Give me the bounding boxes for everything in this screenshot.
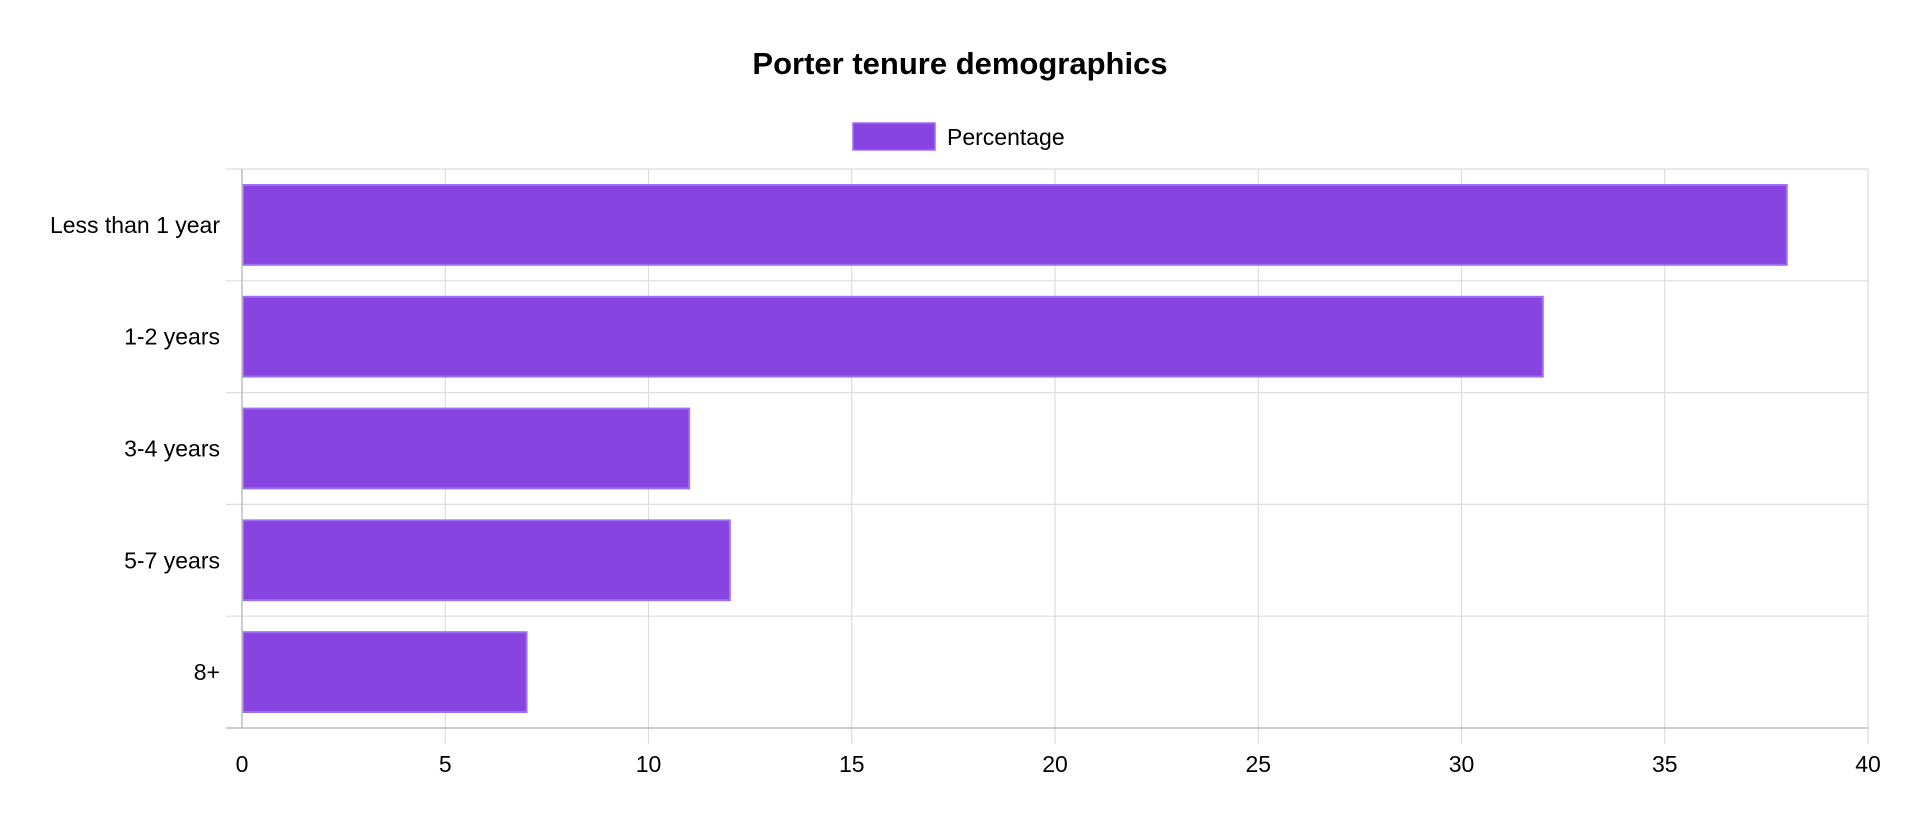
bar[interactable]	[242, 295, 1544, 378]
axes	[226, 169, 1868, 729]
y-tick-label: 1-2 years	[124, 324, 220, 350]
legend-label: Percentage	[947, 124, 1065, 150]
x-tick-label: 0	[236, 751, 249, 777]
x-tick-label: 5	[439, 751, 452, 777]
y-axis-labels: Less than 1 year 1-2 years 3-4 years 5-7 ye…	[50, 212, 220, 685]
bar[interactable]	[242, 519, 731, 602]
bar[interactable]	[242, 631, 528, 714]
x-axis-labels: 0 5 10 15 20 25 30 35 40	[236, 751, 1881, 777]
x-tick-label: 35	[1652, 751, 1678, 777]
x-tick-label: 25	[1245, 751, 1271, 777]
x-tick-label: 40	[1855, 751, 1881, 777]
x-tick-label: 15	[839, 751, 865, 777]
y-tick-label: 8+	[194, 659, 220, 685]
legend-swatch	[852, 122, 936, 151]
bars	[242, 184, 1788, 714]
y-tick-label: 5-7 years	[124, 547, 220, 573]
y-tick-label: 3-4 years	[124, 436, 220, 462]
legend[interactable]: Percentage	[852, 122, 1065, 151]
x-tick-label: 30	[1449, 751, 1475, 777]
bar[interactable]	[242, 184, 1788, 266]
y-tick-label: Less than 1 year	[50, 212, 220, 238]
x-tick-label: 20	[1042, 751, 1068, 777]
chart-title: Porter tenure demographics	[752, 46, 1167, 81]
bar[interactable]	[242, 407, 691, 490]
x-tick-label: 10	[636, 751, 662, 777]
